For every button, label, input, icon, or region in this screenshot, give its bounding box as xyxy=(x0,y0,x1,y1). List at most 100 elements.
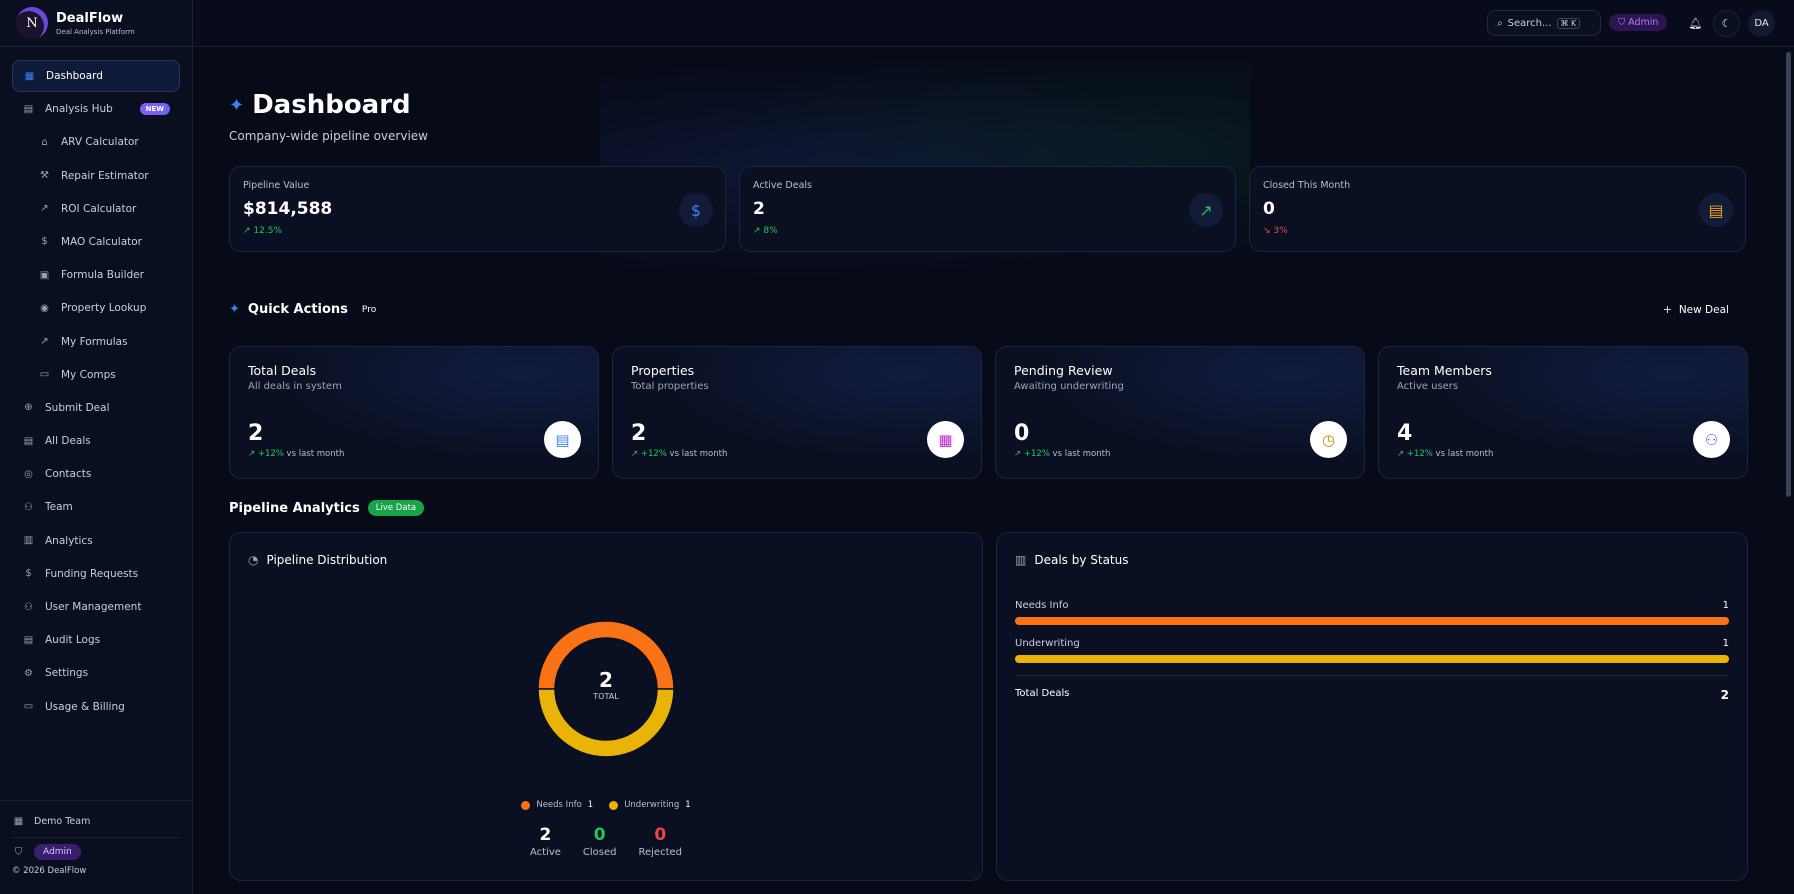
donut-segment-underwriting[interactable] xyxy=(537,688,675,758)
sidebar-item-formula-builder[interactable]: ▣ Formula Builder xyxy=(12,259,180,291)
shield-icon: ⛉ xyxy=(1618,17,1629,28)
sidebar-item-analysis-hub[interactable]: ▤ Analysis Hub NEW xyxy=(12,93,180,125)
bar-chart-icon: ▥ xyxy=(1015,553,1027,567)
sidebar-item-label: My Comps xyxy=(61,368,116,381)
sidebar-item-label: MAO Calculator xyxy=(61,235,142,248)
sidebar-item-my-comps[interactable]: ▭ My Comps xyxy=(12,359,180,391)
team-switcher[interactable]: ▦ Demo Team xyxy=(12,813,180,829)
gear-icon: ⚙ xyxy=(24,667,33,679)
sidebar-item-user-management[interactable]: ⚇ User Management xyxy=(12,591,180,623)
card-change: ↗ +12% vs last month xyxy=(1397,449,1493,459)
card-subtitle: All deals in system xyxy=(248,381,342,392)
file-icon: ▤ xyxy=(23,435,34,447)
sidebar-item-label: Funding Requests xyxy=(45,567,139,580)
sidebar-item-my-formulas[interactable]: ↗ My Formulas xyxy=(12,326,180,358)
card-subtitle: Total properties xyxy=(631,381,709,392)
stat-change: ↗ 12.5% xyxy=(243,226,282,236)
sidebar-item-team[interactable]: ⚇ Team xyxy=(12,491,180,523)
search-button[interactable]: ⌕ Search... ⌘ K xyxy=(1487,10,1601,36)
sidebar-item-submit-deal[interactable]: ⊕ Submit Deal xyxy=(12,392,180,424)
sidebar-item-label: Settings xyxy=(45,667,89,680)
change-value: +12% xyxy=(1406,449,1433,459)
page-subtitle: Company-wide pipeline overview xyxy=(229,129,428,143)
sidebar-item-label: Submit Deal xyxy=(45,401,110,414)
sidebar-item-repair-estimator[interactable]: ⚒ Repair Estimator xyxy=(12,160,180,192)
donut-center: 2 TOTAL xyxy=(536,668,676,701)
sidebar-item-arv-calculator[interactable]: ⌂ ARV Calculator xyxy=(12,126,180,158)
dollar-icon: $ xyxy=(679,193,713,227)
top-header: ⌕ Search... ⌘ K ⛉ Admin 🔔︎ ☾ DA xyxy=(193,0,1794,47)
quick-action-card[interactable]: Total Deals All deals in system 2 ↗ +12% vs… xyxy=(229,346,599,479)
clipboard-icon: ▤ xyxy=(23,103,34,115)
stat-card: Closed This Month 0 ↘ 3% ▤ xyxy=(1249,166,1746,252)
card-title: Team Members xyxy=(1397,363,1492,378)
quick-action-card[interactable]: Team Members Active users 4 ↗ +12% vs last … xyxy=(1378,346,1748,479)
sidebar-item-all-deals[interactable]: ▤ All Deals xyxy=(12,425,180,457)
pipeline-distribution-panel: ◔ Pipeline Distribution 2 TOTAL Needs Inf… xyxy=(229,532,983,881)
donut-segment-needs-info[interactable] xyxy=(537,620,675,690)
page-title: ✦ Dashboard xyxy=(229,90,411,120)
search-icon: ⌕ xyxy=(1497,17,1503,29)
trending-up-icon: ↗ xyxy=(1189,193,1223,227)
admin-badge: ⛉ Admin xyxy=(1609,14,1668,31)
sidebar-item-usage-billing[interactable]: ▭ Usage & Billing xyxy=(12,691,180,723)
donut-chart xyxy=(537,620,675,758)
sidebar-item-label: Contacts xyxy=(45,468,92,481)
trending-down-icon: ↘ xyxy=(1263,226,1274,236)
building-icon: ▦ xyxy=(927,421,964,458)
card-value: 0 xyxy=(1014,421,1030,446)
summary-closed: 0 Closed xyxy=(583,825,617,858)
change-value: +12% xyxy=(1023,449,1050,459)
sidebar-item-funding-requests[interactable]: $ Funding Requests xyxy=(12,558,180,590)
stat-label: Pipeline Value xyxy=(243,180,310,191)
theme-toggle[interactable]: ☾ xyxy=(1713,10,1740,37)
legend-label: Needs Info xyxy=(536,800,582,810)
status-value: 1 xyxy=(1722,600,1729,611)
panel-title: ▥ Deals by Status xyxy=(1015,553,1129,567)
stat-value: 0 xyxy=(1263,199,1275,219)
sidebar-item-label: Formula Builder xyxy=(61,269,144,282)
quick-actions-header: ✦ Quick Actions Pro xyxy=(229,302,376,317)
copyright: © 2026 DealFlow xyxy=(12,866,87,876)
sidebar-item-roi-calculator[interactable]: ↗ ROI Calculator xyxy=(12,193,180,225)
sidebar-item-label: Analytics xyxy=(45,534,93,547)
quick-action-card[interactable]: Properties Total properties 2 ↗ +12% vs las… xyxy=(612,346,982,479)
sidebar-item-label: Audit Logs xyxy=(45,634,101,647)
legend-dot xyxy=(521,800,531,810)
admin-label: Admin xyxy=(1628,17,1659,28)
sidebar-item-mao-calculator[interactable]: $ MAO Calculator xyxy=(12,226,180,258)
sidebar-item-dashboard[interactable]: ▦ Dashboard xyxy=(12,60,180,92)
new-badge: NEW xyxy=(139,103,170,116)
card-title: Total Deals xyxy=(248,363,317,378)
quick-action-card[interactable]: Pending Review Awaiting underwriting 0 ↗ +1… xyxy=(995,346,1365,479)
summary-label: Active xyxy=(529,847,561,858)
brand[interactable]: N DealFlow Deal Analysis Platform xyxy=(0,0,192,47)
trending-up-icon: ↗ xyxy=(248,449,258,459)
sidebar-item-audit-logs[interactable]: ▤ Audit Logs xyxy=(12,624,180,656)
sidebar-item-settings[interactable]: ⚙ Settings xyxy=(12,657,180,689)
sidebar-item-label: All Deals xyxy=(45,435,91,448)
sidebar-item-property-lookup[interactable]: ◉ Property Lookup xyxy=(12,292,180,324)
sidebar-item-label: Dashboard xyxy=(46,70,103,82)
change-suffix: vs last month xyxy=(1435,449,1494,459)
legend-dot xyxy=(609,800,619,810)
card-title: Pending Review xyxy=(1014,363,1113,378)
calculator-icon: ▣ xyxy=(39,269,50,281)
new-deal-label: New Deal xyxy=(1678,304,1729,316)
sidebar-item-analytics[interactable]: ▥ Analytics xyxy=(12,525,180,557)
sidebar-item-contacts[interactable]: ◎ Contacts xyxy=(12,458,180,490)
notifications-button[interactable]: 🔔︎ xyxy=(1682,10,1709,37)
avatar[interactable]: DA xyxy=(1748,10,1775,37)
file-icon: ▤ xyxy=(1699,193,1733,227)
page-title-text: Dashboard xyxy=(252,90,411,120)
new-deal-button[interactable]: + New Deal xyxy=(1655,300,1737,320)
sidebar: N DealFlow Deal Analysis Platform ▦ Dashb… xyxy=(0,0,193,894)
wrench-icon: ⚒ xyxy=(40,170,49,182)
scrollbar[interactable] xyxy=(1786,52,1791,497)
sidebar-item-label: ARV Calculator xyxy=(61,136,139,149)
home-icon: ⌂ xyxy=(41,136,48,148)
search-shortcut: ⌘ K xyxy=(1556,17,1581,29)
summary-rejected: 0 Rejected xyxy=(639,825,683,858)
search-placeholder: Search... xyxy=(1507,17,1552,29)
contact-icon: ◎ xyxy=(24,468,33,480)
